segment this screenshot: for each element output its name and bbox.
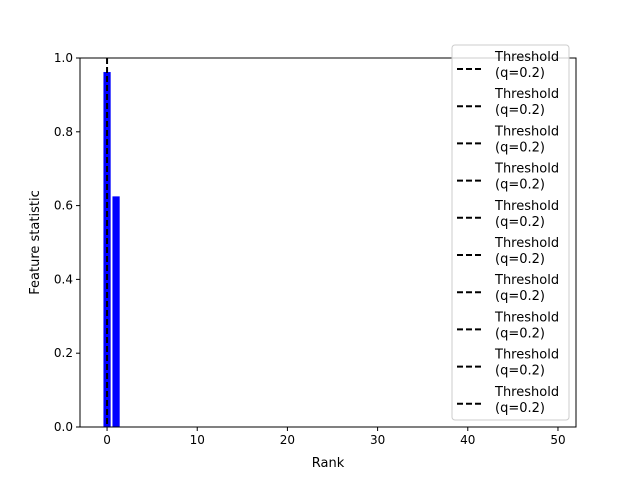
x-tick-label-1: 10 [190,433,205,447]
bar-1 [112,196,120,427]
legend-label-3: Threshold (q=0.2) [494,162,559,193]
y-tick-label-5: 1.0 [54,51,73,65]
x-tick-label-5: 50 [550,433,565,447]
y-tick-label-0: 0.0 [54,420,73,434]
legend-label-8: Threshold (q=0.2) [494,348,559,379]
legend-label-6: Threshold (q=0.2) [494,273,559,304]
axis-layer: 0 10 20 30 40 50 0.0 0.2 0.4 0.6 0.8 1.0 [54,51,577,447]
plot-frame [79,57,577,428]
legend-label-7: Threshold (q=0.2) [494,310,559,341]
legend-label-4: Threshold (q=0.2) [494,199,559,230]
x-tick-label-4: 40 [460,433,475,447]
legend-label-2: Threshold (q=0.2) [494,124,559,155]
y-axis-label: Feature statistic [28,190,43,294]
x-tick-label-0: 0 [103,433,111,447]
y-tick-label-4: 0.8 [54,125,73,139]
legend-label-9: Threshold (q=0.2) [494,385,559,416]
y-tick-label-1: 0.2 [54,346,73,360]
x-tick-label-3: 30 [370,433,385,447]
plot-layer [103,58,120,427]
legend: Threshold (q=0.2) Threshold (q=0.2) Threshol… [451,44,570,421]
legend-label-0: Threshold (q=0.2) [494,50,559,81]
x-tick-label-2: 20 [280,433,295,447]
legend-label-5: Threshold (q=0.2) [494,236,559,267]
y-tick-label-3: 0.6 [54,199,73,213]
legend-box [451,44,570,421]
x-axis-label: Rank [312,456,345,471]
y-tick-label-2: 0.4 [54,272,73,286]
legend-label-1: Threshold (q=0.2) [494,87,559,118]
